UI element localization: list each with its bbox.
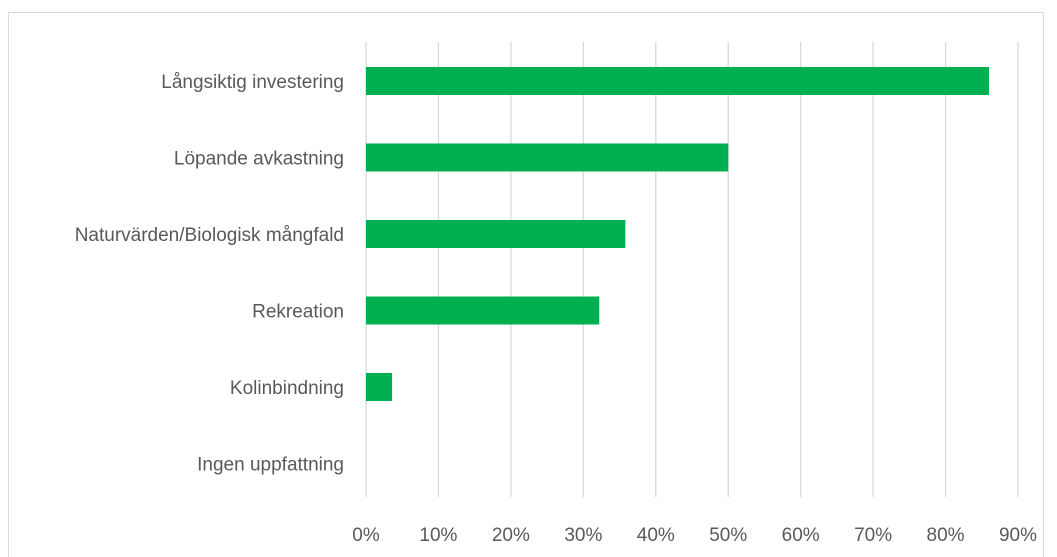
x-tick-label-6: 60%: [782, 525, 820, 546]
category-label-1: Löpande avkastning: [174, 149, 344, 170]
bar-0: [366, 67, 990, 95]
x-tick-label-0: 0%: [352, 525, 380, 546]
category-label-3: Rekreation: [252, 302, 344, 323]
category-label-2: Naturvärden/Biologisk mångfald: [75, 225, 344, 246]
category-labels: Långsiktig investering Löpande avkastning…: [75, 72, 344, 476]
x-tick-label-1: 10%: [419, 525, 457, 546]
x-tick-label-7: 70%: [854, 525, 892, 546]
category-label-0: Långsiktig investering: [161, 72, 344, 93]
chart-frame: [8, 12, 1044, 557]
x-tick-label-9: 90%: [999, 525, 1037, 546]
bar-3: [366, 296, 600, 325]
bar-2: [366, 220, 626, 248]
x-axis-tick-labels: 0% 10% 20% 30% 40% 50% 60% 70% 80% 90%: [352, 525, 1037, 546]
x-tick-label-3: 30%: [564, 525, 602, 546]
gridlines: [365, 42, 1019, 497]
category-label-4: Kolinbindning: [230, 378, 344, 399]
bar-1: [366, 143, 729, 172]
x-tick-label-2: 20%: [492, 525, 530, 546]
bar-4: [366, 373, 393, 401]
bars: [366, 67, 990, 401]
x-tick-label-4: 40%: [637, 525, 675, 546]
x-tick-label-8: 80%: [927, 525, 965, 546]
x-tick-label-5: 50%: [709, 525, 747, 546]
category-label-5: Ingen uppfattning: [197, 455, 344, 476]
